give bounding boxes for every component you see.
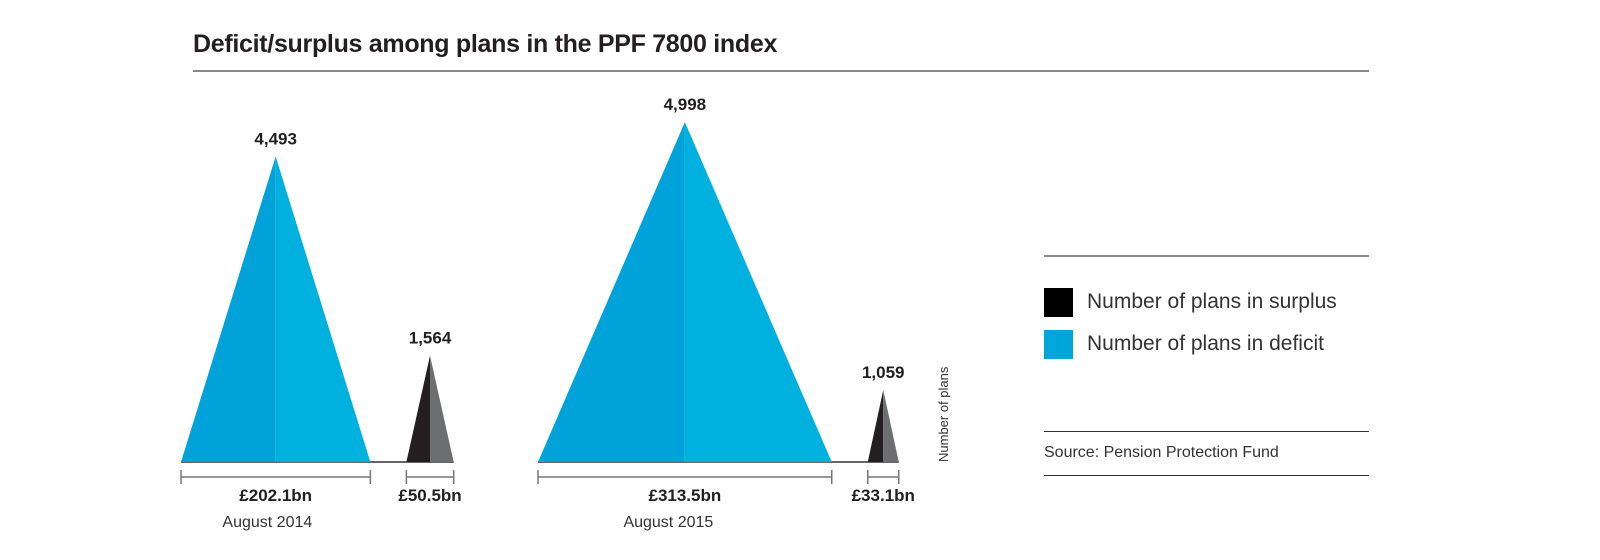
surplus-plans-label: 1,059 (862, 363, 905, 382)
deficit-triangle-left (181, 156, 276, 462)
deficit-triangle-left (538, 122, 685, 463)
period-label: August 2015 (623, 514, 713, 531)
deficit-amount-label: £313.5bn (648, 486, 721, 505)
deficit-triangle-right (275, 156, 371, 462)
surplus-triangle-left (406, 355, 431, 462)
source-note: Source: Pension Protection Fund (1044, 444, 1279, 461)
legend-label-surplus: Number of plans in surplus (1087, 290, 1337, 313)
legend-label-deficit: Number of plans in deficit (1087, 332, 1324, 355)
surplus-triangle-right (883, 389, 899, 462)
deficit-plans-label: 4,998 (664, 95, 707, 114)
legend: Number of plans in surplus Number of pla… (1044, 255, 1369, 476)
legend-item-deficit: Number of plans in deficit (1044, 323, 1369, 365)
title-divider (193, 70, 1369, 72)
surplus-plans-label: 1,564 (409, 329, 452, 348)
source-bottom-divider (1044, 475, 1369, 476)
legend-swatch-surplus (1044, 287, 1073, 317)
period-label: August 2014 (222, 514, 312, 531)
y-axis-label: Number of plans (936, 366, 951, 462)
legend-item-surplus: Number of plans in surplus (1044, 281, 1369, 323)
legend-top-divider (1044, 255, 1369, 257)
surplus-triangle-right (430, 355, 454, 462)
surplus-amount-label: £50.5bn (398, 486, 461, 505)
deficit-plans-label: 4,493 (254, 129, 297, 148)
deficit-amount-label: £202.1bn (239, 486, 312, 505)
legend-swatch-deficit (1044, 329, 1073, 359)
chart-title: Deficit/surplus among plans in the PPF 7… (193, 30, 778, 58)
source-top-divider (1044, 431, 1369, 432)
surplus-triangle-left (867, 389, 884, 462)
deficit-triangle-right (684, 122, 832, 463)
surplus-amount-label: £33.1bn (852, 486, 915, 505)
